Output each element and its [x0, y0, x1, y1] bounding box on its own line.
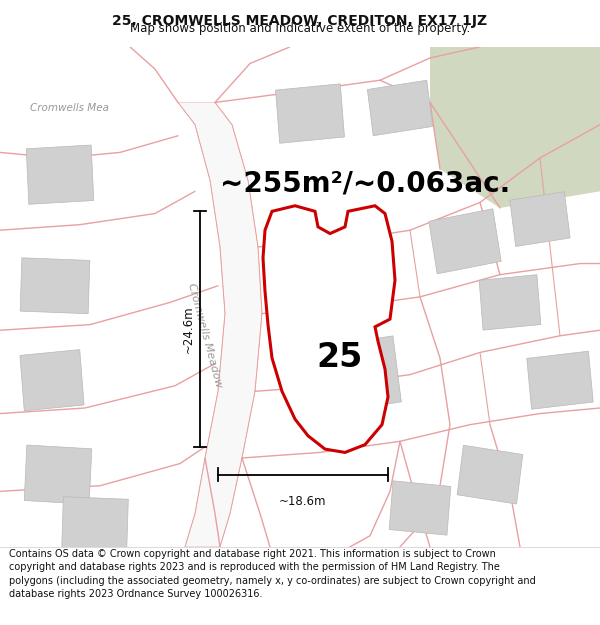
Text: Contains OS data © Crown copyright and database right 2021. This information is : Contains OS data © Crown copyright and d… [9, 549, 536, 599]
Polygon shape [26, 145, 94, 204]
Polygon shape [263, 206, 395, 452]
Text: ~18.6m: ~18.6m [279, 494, 327, 508]
Text: ~255m²/~0.063ac.: ~255m²/~0.063ac. [220, 169, 510, 197]
Polygon shape [20, 349, 84, 411]
Text: Map shows position and indicative extent of the property.: Map shows position and indicative extent… [130, 22, 470, 35]
Polygon shape [62, 497, 128, 552]
Text: 25, CROMWELLS MEADOW, CREDITON, EX17 1JZ: 25, CROMWELLS MEADOW, CREDITON, EX17 1JZ [112, 14, 488, 28]
Text: 25: 25 [317, 341, 363, 374]
Text: Cromwells Meadow: Cromwells Meadow [186, 282, 224, 389]
Polygon shape [430, 47, 600, 208]
Polygon shape [367, 80, 433, 136]
Polygon shape [275, 84, 344, 143]
Polygon shape [429, 209, 501, 274]
Polygon shape [457, 445, 523, 504]
Polygon shape [510, 192, 570, 246]
Polygon shape [389, 481, 451, 535]
Polygon shape [20, 258, 90, 314]
Polygon shape [24, 445, 92, 504]
Polygon shape [178, 102, 262, 547]
Polygon shape [479, 275, 541, 330]
Text: ~24.6m: ~24.6m [182, 305, 194, 353]
Text: Cromwells Mea: Cromwells Mea [30, 103, 109, 113]
Polygon shape [527, 351, 593, 409]
Polygon shape [319, 336, 401, 414]
